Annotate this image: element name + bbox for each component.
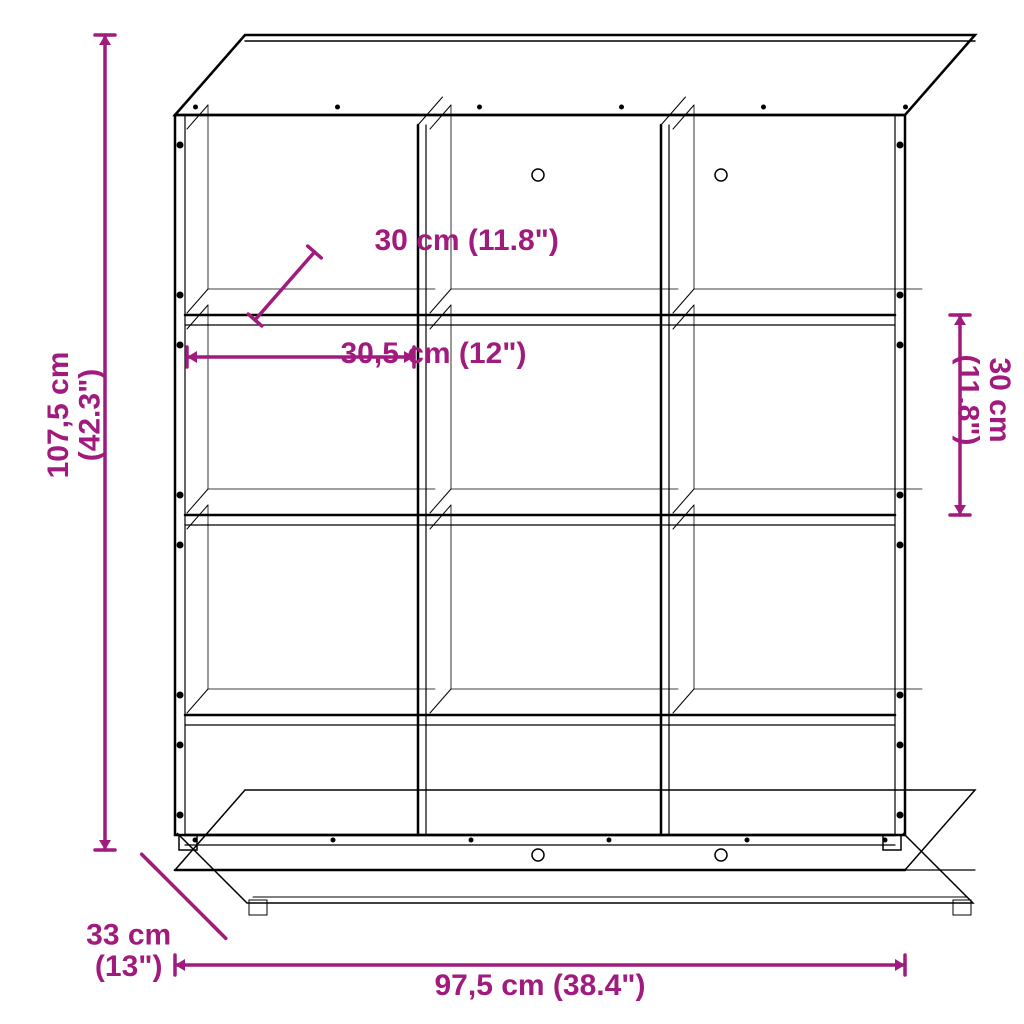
- dim-width-label: 97,5 cm (38.4"): [434, 969, 645, 1002]
- product-drawing: [175, 35, 975, 915]
- dim-height-label: 107,5 cm(42.3"): [42, 352, 107, 479]
- dimensions: 107,5 cm(42.3") 97,5 cm (38.4") 33 cm(13")…: [42, 35, 1016, 1002]
- dim-shelf-width-label: 30,5 cm (12"): [341, 337, 527, 370]
- dim-shelf-height-label: 30 cm(11.8"): [952, 355, 1017, 446]
- dim-depth-label: 33 cm(13"): [86, 918, 171, 983]
- dim-shelf-depth-label: 30 cm (11.8"): [375, 224, 559, 257]
